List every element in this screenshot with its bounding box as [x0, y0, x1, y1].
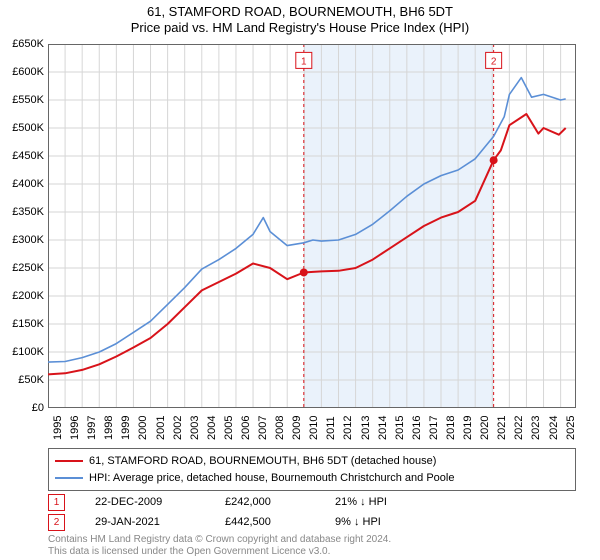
title-line1: 61, STAMFORD ROAD, BOURNEMOUTH, BH6 5DT [0, 4, 600, 20]
legend-row-1: 61, STAMFORD ROAD, BOURNEMOUTH, BH6 5DT … [55, 453, 569, 470]
sale-row-2: 2 29-JAN-2021 £442,500 9% ↓ HPI [48, 512, 576, 532]
xtick-label: 2015 [394, 416, 406, 440]
xtick-label: 2008 [274, 416, 286, 440]
xtick-label: 2002 [172, 416, 184, 440]
xtick-label: 2000 [137, 416, 149, 440]
xtick-label: 2011 [325, 416, 337, 440]
xtick-label: 1997 [86, 416, 98, 440]
ytick-label: £650K [0, 38, 44, 50]
xtick-label: 2010 [308, 416, 320, 440]
sale-price-1: £242,000 [225, 496, 305, 508]
ytick-label: £550K [0, 94, 44, 106]
xtick-label: 2019 [462, 416, 474, 440]
ytick-label: £100K [0, 346, 44, 358]
ytick-label: £450K [0, 150, 44, 162]
ytick-label: £500K [0, 122, 44, 134]
xtick-label: 2022 [513, 416, 525, 440]
ytick-label: £50K [0, 374, 44, 386]
legend-swatch-1 [55, 460, 83, 462]
xtick-label: 1998 [103, 416, 115, 440]
xtick-label: 2007 [257, 416, 269, 440]
ytick-label: £250K [0, 262, 44, 274]
xtick-label: 2017 [428, 416, 440, 440]
xtick-label: 2009 [291, 416, 303, 440]
sale-marker-2: 2 [48, 514, 65, 531]
chart-container: 61, STAMFORD ROAD, BOURNEMOUTH, BH6 5DT … [0, 0, 600, 560]
ytick-label: £350K [0, 206, 44, 218]
legend-row-2: HPI: Average price, detached house, Bour… [55, 470, 569, 487]
legend-box: 61, STAMFORD ROAD, BOURNEMOUTH, BH6 5DT … [48, 448, 576, 491]
xtick-label: 1996 [69, 416, 81, 440]
ytick-label: £150K [0, 318, 44, 330]
sale-marker-1: 1 [48, 494, 65, 511]
xtick-label: 2012 [342, 416, 354, 440]
xtick-label: 2023 [530, 416, 542, 440]
xtick-label: 1999 [120, 416, 132, 440]
sale-row-1: 1 22-DEC-2009 £242,000 21% ↓ HPI [48, 492, 576, 512]
xtick-label: 2013 [360, 416, 372, 440]
title-block: 61, STAMFORD ROAD, BOURNEMOUTH, BH6 5DT … [0, 0, 600, 37]
ytick-label: £300K [0, 234, 44, 246]
xtick-label: 1995 [52, 416, 64, 440]
ytick-label: £600K [0, 66, 44, 78]
svg-text:1: 1 [301, 56, 307, 67]
attribution: Contains HM Land Registry data © Crown c… [48, 534, 391, 557]
chart-svg: 12 [48, 44, 576, 408]
xtick-label: 2024 [548, 416, 560, 440]
ytick-label: £200K [0, 290, 44, 302]
xtick-label: 2003 [189, 416, 201, 440]
title-line2: Price paid vs. HM Land Registry's House … [0, 20, 600, 36]
legend-label-2: HPI: Average price, detached house, Bour… [89, 470, 454, 487]
chart-plot-area: 12 [48, 44, 576, 408]
xtick-label: 2005 [223, 416, 235, 440]
sale-price-2: £442,500 [225, 516, 305, 528]
xtick-label: 2016 [411, 416, 423, 440]
sale-delta-2: 9% ↓ HPI [335, 516, 435, 528]
ytick-label: £0 [0, 402, 44, 414]
sale-date-1: 22-DEC-2009 [95, 496, 195, 508]
xtick-label: 2001 [155, 416, 167, 440]
xtick-label: 2014 [377, 416, 389, 440]
sale-delta-1: 21% ↓ HPI [335, 496, 435, 508]
ytick-label: £400K [0, 178, 44, 190]
xtick-label: 2004 [206, 416, 218, 440]
xtick-label: 2025 [565, 416, 577, 440]
xtick-label: 2006 [240, 416, 252, 440]
xtick-label: 2018 [445, 416, 457, 440]
xtick-label: 2020 [479, 416, 491, 440]
legend-swatch-2 [55, 477, 83, 479]
attribution-line2: This data is licensed under the Open Gov… [48, 546, 391, 558]
attribution-line1: Contains HM Land Registry data © Crown c… [48, 534, 391, 546]
sale-date-2: 29-JAN-2021 [95, 516, 195, 528]
sales-block: 1 22-DEC-2009 £242,000 21% ↓ HPI 2 29-JA… [48, 492, 576, 532]
legend-label-1: 61, STAMFORD ROAD, BOURNEMOUTH, BH6 5DT … [89, 453, 436, 470]
xtick-label: 2021 [496, 416, 508, 440]
svg-text:2: 2 [491, 56, 497, 67]
